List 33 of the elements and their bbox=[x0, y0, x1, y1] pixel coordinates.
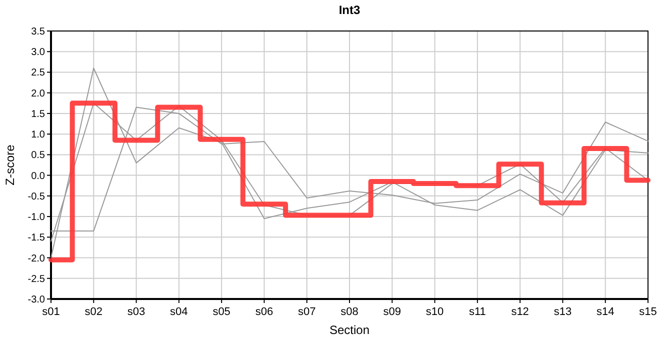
x-tick-label: s07 bbox=[298, 306, 316, 318]
y-tick-label: 3.0 bbox=[31, 47, 46, 58]
x-tick-label: s08 bbox=[340, 306, 358, 318]
y-tick-label: -2.5 bbox=[28, 274, 46, 285]
x-tick-label: s13 bbox=[554, 306, 572, 318]
y-tick-label: -3.0 bbox=[28, 294, 46, 306]
x-tick-label: s09 bbox=[383, 306, 402, 318]
y-tick-label: -1.5 bbox=[28, 232, 46, 244]
y-tick-label: 1.5 bbox=[31, 108, 46, 120]
x-tick-label: s05 bbox=[212, 306, 230, 318]
chart-title: Int3 bbox=[338, 3, 360, 17]
y-tick-label: 2.5 bbox=[31, 68, 46, 79]
y-tick-label: 0.5 bbox=[31, 150, 46, 162]
y-tick-label: 0.0 bbox=[31, 170, 46, 182]
x-axis-title: Section bbox=[329, 323, 370, 337]
y-tick-label: 3.5 bbox=[31, 26, 46, 38]
x-tick-label: s12 bbox=[511, 306, 529, 318]
y-tick-label: -1.0 bbox=[28, 212, 46, 224]
y-tick-label: 2.0 bbox=[31, 88, 46, 100]
y-axis-title: Z-score bbox=[3, 144, 17, 186]
x-tick-label: s11 bbox=[468, 306, 486, 318]
x-tick-label: s06 bbox=[255, 306, 274, 318]
x-tick-label: s04 bbox=[170, 306, 188, 318]
x-tick-label: s02 bbox=[84, 306, 103, 318]
x-tick-label: s15 bbox=[639, 306, 657, 318]
x-tick-label: s14 bbox=[596, 306, 614, 318]
line-series bbox=[50, 68, 648, 258]
y-tick-label: -2.0 bbox=[28, 253, 46, 264]
x-tick-label: s01 bbox=[42, 306, 60, 318]
x-tick-label: s03 bbox=[127, 306, 146, 318]
x-tick-label: s10 bbox=[426, 306, 444, 318]
y-tick-label: 1.0 bbox=[31, 130, 46, 141]
y-tick-label: -0.5 bbox=[28, 191, 46, 202]
